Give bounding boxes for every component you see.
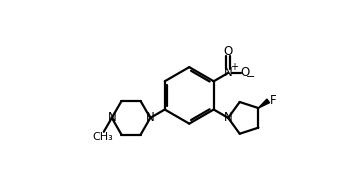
- Text: −: −: [246, 72, 255, 82]
- Polygon shape: [258, 99, 269, 108]
- Text: O: O: [240, 66, 250, 79]
- Text: CH₃: CH₃: [93, 132, 114, 142]
- Text: N: N: [146, 111, 155, 124]
- Text: N: N: [224, 66, 232, 79]
- Text: +: +: [230, 62, 237, 73]
- Text: N: N: [108, 111, 116, 124]
- Text: N: N: [224, 111, 232, 124]
- Text: F: F: [269, 94, 276, 107]
- Text: O: O: [224, 45, 233, 58]
